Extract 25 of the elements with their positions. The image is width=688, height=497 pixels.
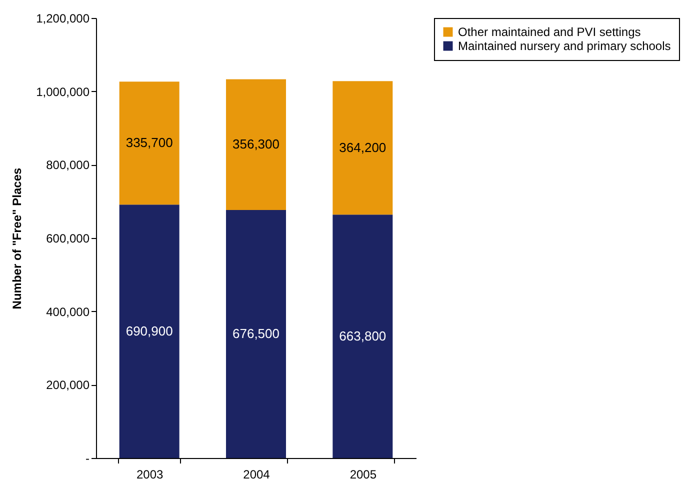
y-tick-label: 200,000 xyxy=(46,378,90,392)
y-tick-label: 800,000 xyxy=(46,158,90,172)
y-tick-label: 1,200,000 xyxy=(36,12,90,26)
bar xyxy=(119,82,180,205)
bar xyxy=(226,79,286,210)
bar xyxy=(332,214,393,458)
data-label: 364,200 xyxy=(339,140,386,155)
data-label: 690,900 xyxy=(126,323,173,338)
y-axis-title: Number of "Free" Places xyxy=(10,167,24,310)
y-tick-label: - xyxy=(86,452,90,466)
data-label: 663,800 xyxy=(339,328,386,344)
x-tick-label: 2004 xyxy=(243,468,270,482)
legend-label: Maintained nursery and primary schools xyxy=(458,39,671,53)
y-tick-label: 400,000 xyxy=(46,304,90,319)
bar xyxy=(226,210,286,458)
y-tick-label: 1,000,000 xyxy=(36,84,90,99)
data-label: 676,500 xyxy=(232,326,280,341)
bar xyxy=(332,81,393,215)
x-tick-label: 2005 xyxy=(350,468,377,482)
bar xyxy=(119,204,180,458)
y-tick-label: 600,000 xyxy=(46,232,90,246)
data-label: 356,300 xyxy=(232,136,280,152)
x-tick-label: 2003 xyxy=(136,468,164,482)
data-label: 335,700 xyxy=(126,135,173,150)
legend-label: Other maintained and PVI settings xyxy=(458,25,641,39)
